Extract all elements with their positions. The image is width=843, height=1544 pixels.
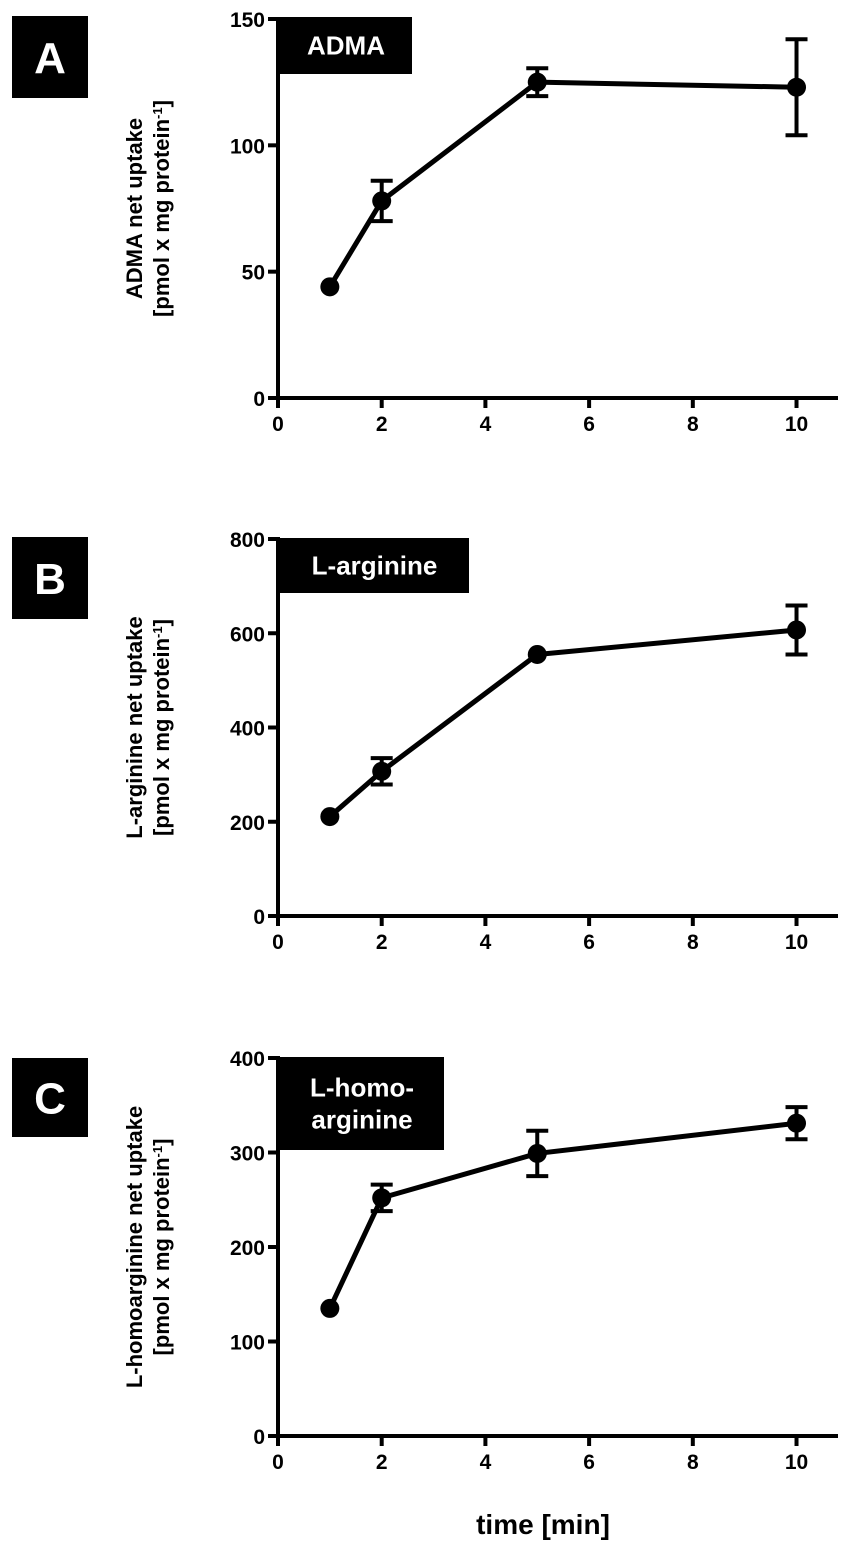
panel-a-x-tick-label: 0 xyxy=(272,413,284,436)
panel-a-data-point xyxy=(527,72,547,92)
panel-b-ylabel-unit: [pmol x mg protein xyxy=(149,638,174,836)
panel-c-y-tick-label: 400 xyxy=(230,1048,265,1071)
panel-b-y-tick-label: 400 xyxy=(230,718,265,741)
panel-c-ylabel-bracket: ] xyxy=(149,1139,174,1146)
panel-a-ylabel-superscript: -1 xyxy=(150,107,165,119)
panel-b-data-point xyxy=(320,807,340,827)
panel-b-ylabel-superscript: -1 xyxy=(150,626,165,638)
panel-b-x-tick-label: 6 xyxy=(583,931,595,954)
panel-c-data-point xyxy=(372,1188,392,1208)
panel-c-letter: C xyxy=(34,1075,66,1124)
panel-b-ylabel-line1: L-arginine net uptake xyxy=(122,616,147,838)
panel-b-letter-badge xyxy=(12,537,88,619)
panel-c-data-point xyxy=(787,1113,807,1133)
panel-c-tag-box xyxy=(280,1057,444,1150)
panel-a-x-tick-label: 8 xyxy=(687,413,699,436)
panel-b-x-tick-label: 4 xyxy=(480,931,492,954)
panel-c-y-tick-label: 200 xyxy=(230,1237,265,1260)
panel-b-x-tick-label: 2 xyxy=(376,931,388,954)
panel-a-y-tick-label: 150 xyxy=(230,9,265,32)
panel-b-tag-label: L-arginine xyxy=(312,551,438,581)
panel-c-y-tick-label: 100 xyxy=(230,1332,265,1355)
panel-b-y-tick-label: 800 xyxy=(230,529,265,552)
panel-a-data-point xyxy=(787,77,807,97)
panel-b-ylabel-bracket: ] xyxy=(149,619,174,626)
panel-b-y-tick-label: 200 xyxy=(230,812,265,835)
panel-c-y-tick-label: 300 xyxy=(230,1143,265,1166)
panel-a-x-tick-label: 10 xyxy=(785,413,808,436)
panel-a-y-tick-label: 50 xyxy=(242,262,265,285)
panel-c-letter-badge xyxy=(12,1058,88,1137)
panel-a-series-line xyxy=(327,79,797,289)
panel-b-letter: B xyxy=(34,555,66,604)
panel-a-y-tick-label: 0 xyxy=(253,388,265,411)
panel-b: B 0 200 400 600 800 0 2 4 6 8 10 L-arginine L-arginin… xyxy=(12,529,838,954)
panel-c-x-tick-label: 4 xyxy=(480,1451,492,1474)
panel-c-x-tick-label: 8 xyxy=(687,1451,699,1474)
panel-b-data-point xyxy=(787,620,807,640)
panel-a-data-point xyxy=(320,277,340,297)
panel-a-letter: A xyxy=(34,34,66,83)
panel-b-data-point xyxy=(372,761,392,781)
panel-c-ylabel-line1: L-homoarginine net uptake xyxy=(122,1106,147,1388)
panel-c: C 0 100 200 300 400 0 2 4 6 8 10 L-homo-arginine L-ho… xyxy=(12,1048,838,1540)
panel-b-ylabel-line2: [pmol x mg protein-1] xyxy=(149,619,174,836)
panel-c-data-point xyxy=(320,1298,340,1318)
panel-a-letter-badge xyxy=(12,16,88,98)
panel-b-y-tick-label: 600 xyxy=(230,623,265,646)
panel-c-series-line xyxy=(327,1120,797,1310)
panel-c-x-tick-label: 6 xyxy=(583,1451,595,1474)
panel-a-ylabel-bracket: ] xyxy=(149,100,174,107)
panel-c-x-tick-label: 10 xyxy=(785,1451,808,1474)
panel-c-ylabel-superscript: -1 xyxy=(150,1146,165,1158)
panel-a-x-tick-label: 4 xyxy=(480,413,492,436)
panel-a-x-tick-label: 6 xyxy=(583,413,595,436)
panel-c-tag-label: L-homo- xyxy=(310,1073,414,1103)
panel-c-ylabel-line2: [pmol x mg protein-1] xyxy=(149,1139,174,1356)
panel-a-tag-box xyxy=(280,17,412,74)
panel-b-x-tick-label: 0 xyxy=(272,931,284,954)
panel-a-tag-label: ADMA xyxy=(307,31,385,61)
panel-a-ylabel-line1: ADMA net uptake xyxy=(122,118,147,299)
panel-c-ylabel-unit: [pmol x mg protein xyxy=(149,1157,174,1355)
panel-a-ylabel-line2: [pmol x mg protein-1] xyxy=(149,100,174,317)
panel-a-y-tick-label: 100 xyxy=(230,135,265,158)
panel-b-data-point xyxy=(527,644,547,664)
panel-a-ylabel-unit: [pmol x mg protein xyxy=(149,119,174,317)
panel-c-x-tick-label: 2 xyxy=(376,1451,388,1474)
panel-a: A 0 50 100 150 0 2 4 6 8 10 ADMA ADMA net uptake [pmo… xyxy=(12,9,838,436)
panel-a-data-point xyxy=(372,191,392,211)
panel-b-x-tick-label: 10 xyxy=(785,931,808,954)
panel-c-y-tick-label: 0 xyxy=(253,1426,265,1449)
panel-c-data-point xyxy=(527,1143,547,1163)
panel-c-x-tick-label: 0 xyxy=(272,1451,284,1474)
panel-b-y-tick-label: 0 xyxy=(253,906,265,929)
panel-b-series-line xyxy=(328,627,797,819)
panel-b-x-tick-label: 8 xyxy=(687,931,699,954)
panel-c-xlabel: time [min] xyxy=(476,1509,610,1540)
panel-a-x-tick-label: 2 xyxy=(376,413,388,436)
panel-b-tag-box xyxy=(280,538,469,593)
panel-c-tag-label: arginine xyxy=(311,1105,412,1135)
